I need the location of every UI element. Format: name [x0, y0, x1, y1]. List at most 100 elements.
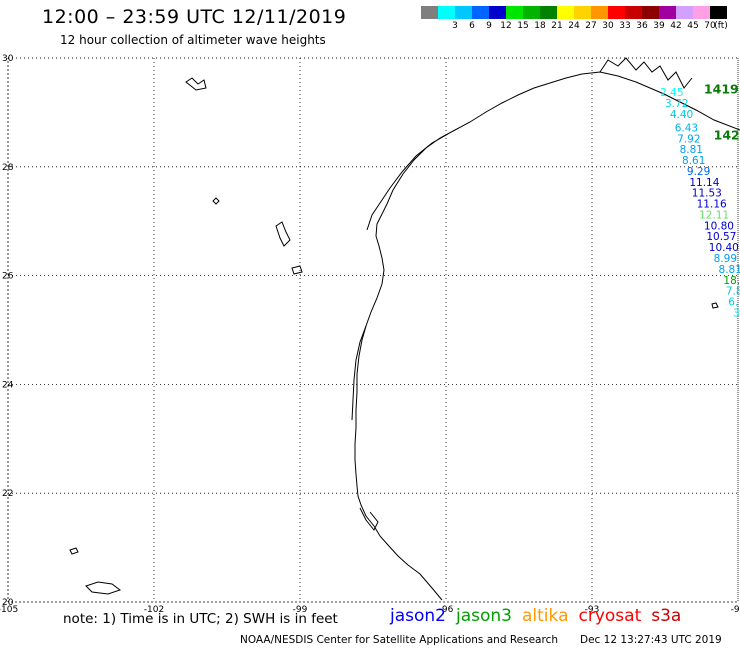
legend-bin-label: 42	[670, 21, 682, 31]
credit-line: NOAA/NESDIS Center for Satellite Applica…	[240, 634, 558, 646]
barrier-island	[366, 133, 449, 231]
swh-observation: 10.40	[709, 242, 739, 254]
wave-height-observations: 2.453.724.406.437.928.818.619.2911.1411.…	[660, 87, 740, 319]
satellite-pass-labels: 1419 1420	[704, 81, 740, 142]
mission-label: s3a	[651, 606, 682, 626]
lon-tick-label: -93	[585, 605, 600, 615]
lon-tick-label: -99	[293, 605, 308, 615]
legend-bin-label: 21	[551, 21, 563, 31]
island-outline-2	[69, 547, 79, 555]
swh-observation: 6.43	[675, 122, 698, 134]
legend-bin-label: 15	[517, 21, 529, 31]
legend-swatch	[574, 6, 591, 19]
pass-number-label: 1419	[704, 81, 739, 96]
axis-tick-labels: -105 -102 -99 -96 -93 -90 20 22 24 26 28 30	[0, 54, 740, 615]
mexico-texas-coastline	[354, 71, 740, 601]
swh-observation: 11.16	[697, 199, 727, 211]
yucatan-edge	[359, 507, 379, 531]
lat-tick-label: 26	[2, 272, 14, 282]
pass-number-label: 1420	[714, 128, 740, 143]
color-legend: 3 6 9 12 15 18 21 24 27 30 33 36 39 42 45 70 (ft)	[421, 6, 728, 33]
legend-bin-label: 36	[636, 21, 648, 31]
lake-outline	[185, 77, 207, 91]
legend-swatch	[710, 6, 727, 19]
legend-swatch	[693, 6, 710, 19]
legend-bin-label: 45	[687, 21, 699, 31]
swh-observation: 12.11	[699, 209, 729, 221]
map-title: 12:00 – 23:59 UTC 12/11/2019	[42, 6, 347, 28]
mission-label: cryosat	[578, 606, 642, 626]
reservoir-outline	[275, 221, 291, 247]
legend-unit: (ft)	[714, 21, 728, 31]
coastline	[351, 57, 740, 601]
swh-observation: 18.1	[723, 275, 740, 287]
mission-label: jason3	[456, 606, 512, 626]
mission-legend: jason2 jason3 altika cryosat s3a	[390, 606, 691, 626]
swh-observation: 3	[733, 307, 740, 319]
legend-bin-label: 12	[500, 21, 512, 31]
reservoir-outline-2	[291, 265, 303, 275]
swh-observation: 11.14	[689, 177, 719, 189]
lat-lon-grid	[7, 57, 739, 603]
lat-tick-label: 20	[2, 598, 14, 608]
mission-label: jason2	[390, 606, 446, 626]
lat-tick-label: 28	[2, 163, 14, 173]
legend-labels: 3 6 9 12 15 18 21 24 27 30 33 36 39 42 45 70 (ft)	[421, 19, 728, 33]
legend-bin-label: 27	[585, 21, 597, 31]
legend-bin-label: 39	[653, 21, 665, 31]
lat-tick-label: 22	[2, 489, 13, 499]
legend-bin-label: 33	[619, 21, 631, 31]
legend-swatch	[421, 6, 438, 19]
footer-note: note: 1) Time is in UTC; 2) SWH is in fe…	[63, 611, 338, 627]
swh-observation: 7.8	[726, 286, 740, 298]
legend-bin-label: 18	[534, 21, 546, 31]
louisiana-delta	[599, 57, 693, 89]
lon-tick-label: -102	[144, 605, 164, 615]
legend-bin-label: 6	[469, 21, 475, 31]
legend-swatch	[489, 6, 506, 19]
legend-bin-label: 70	[704, 21, 716, 31]
swh-observation: 10.80	[704, 220, 734, 232]
lon-tick-label: -96	[439, 605, 454, 615]
island-outline-3	[711, 302, 719, 309]
swh-observation: 6.	[728, 297, 738, 309]
map-subtitle: 12 hour collection of altimeter wave hei…	[60, 33, 326, 47]
legend-swatch	[591, 6, 608, 19]
legend-swatch	[506, 6, 523, 19]
legend-swatch	[540, 6, 557, 19]
legend-swatch	[659, 6, 676, 19]
legend-swatches	[421, 6, 727, 19]
legend-swatch	[557, 6, 574, 19]
lat-tick-label: 30	[2, 54, 14, 64]
lon-tick-label: -105	[0, 605, 18, 615]
swh-observation: 2.45	[660, 87, 683, 99]
lake-outline-2	[212, 197, 220, 205]
legend-swatch	[523, 6, 540, 19]
legend-swatch	[438, 6, 455, 19]
swh-observation: 8.61	[682, 155, 705, 167]
legend-swatch	[455, 6, 472, 19]
laguna-madre-barrier	[351, 325, 367, 421]
swh-observation: 8.99	[714, 253, 737, 265]
swh-observation: 3.72	[665, 98, 688, 110]
legend-bin-label: 24	[568, 21, 580, 31]
mission-label: altika	[522, 606, 569, 626]
legend-bin-label: 3	[452, 21, 458, 31]
inland-features	[69, 77, 719, 595]
swh-observation: 9.29	[687, 166, 710, 178]
legend-swatch	[608, 6, 625, 19]
legend-bin-label: 30	[602, 21, 614, 31]
generated-timestamp: Dec 12 13:27:43 UTC 2019	[580, 634, 722, 646]
swh-observation: 10.57	[706, 231, 736, 243]
swh-observation: 4.40	[670, 109, 693, 121]
lon-tick-label: -90	[731, 605, 740, 615]
map-frame	[7, 57, 739, 603]
legend-swatch	[642, 6, 659, 19]
lat-tick-label: 24	[2, 380, 14, 390]
swh-observation: 8.81	[719, 264, 740, 276]
island-outline	[85, 581, 122, 595]
swh-observation: 8.81	[680, 144, 703, 156]
legend-bin-label: 9	[486, 21, 492, 31]
legend-swatch	[625, 6, 642, 19]
